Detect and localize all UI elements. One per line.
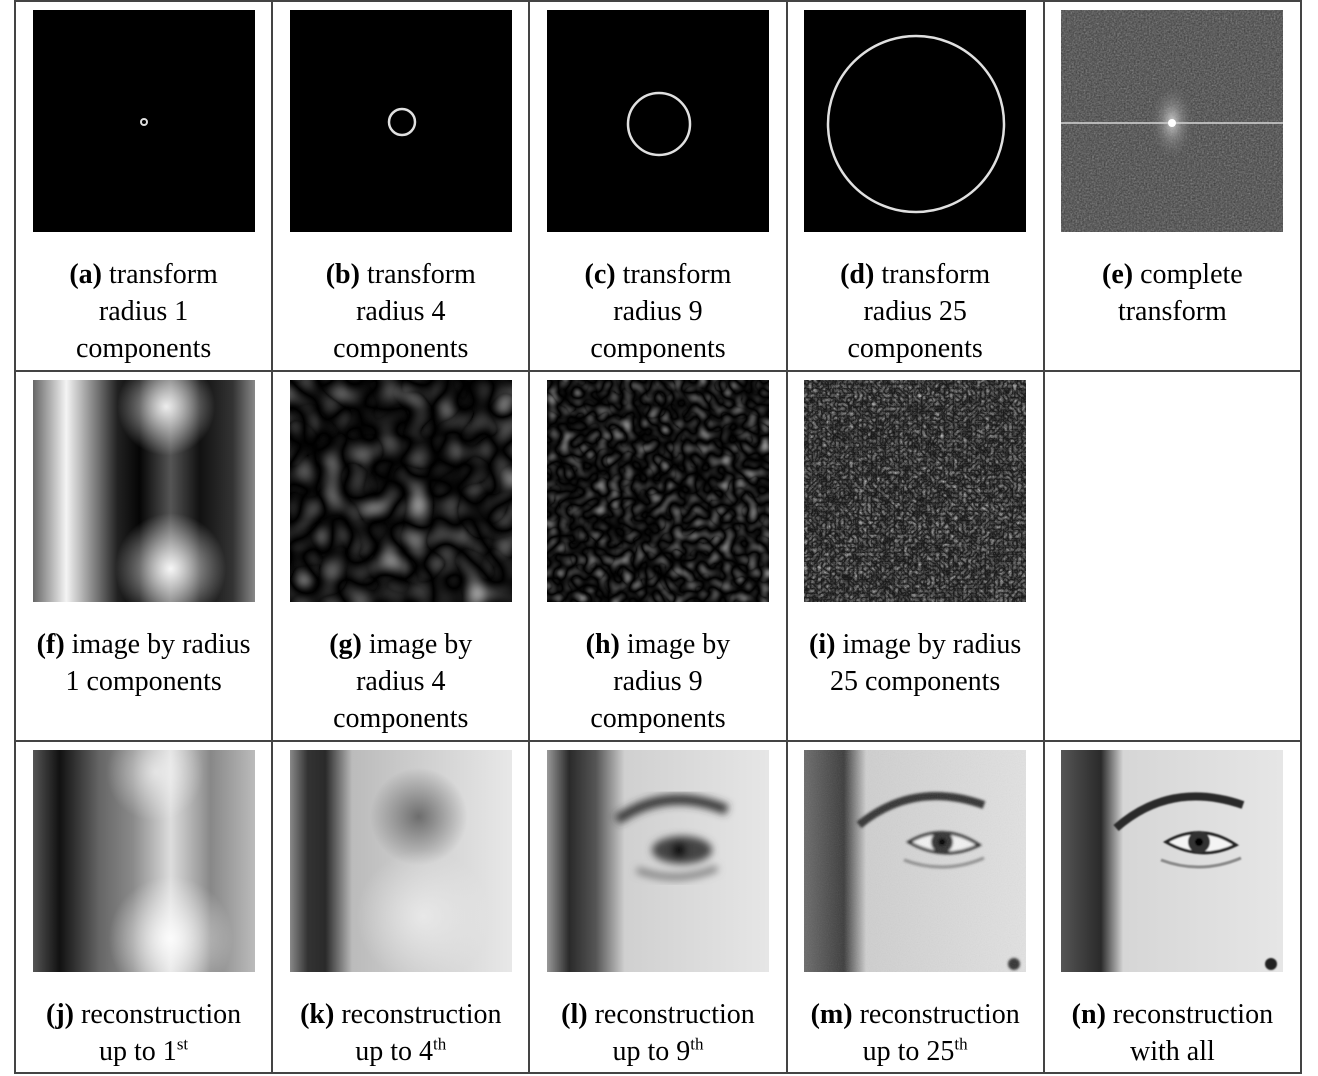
- reconstruction-9-panel: [546, 750, 769, 972]
- cell-m: (m) reconstruction up to 25th: [786, 741, 1045, 1074]
- caption-e: (e) complete transform: [1102, 259, 1243, 327]
- transform-radius-4-panel: [289, 10, 512, 232]
- caption-m: (m) reconstruction up to 25th: [810, 999, 1020, 1067]
- caption-g: (g) image by radius 4 components: [329, 629, 473, 734]
- cell-l: (l) reconstruction up to 9th: [529, 741, 788, 1074]
- image-radius-4-panel: [289, 380, 512, 602]
- reconstruction-1-panel: [32, 750, 255, 972]
- cell-j: (j) reconstruction up to 1st: [13, 741, 274, 1074]
- caption-k: (k) reconstruction up to 4th: [300, 999, 502, 1067]
- cell-i: (i) image by radius 25 components: [786, 371, 1045, 742]
- cell-h: (h) image by radius 9 components: [529, 371, 788, 742]
- image-radius-1-panel: [32, 380, 255, 602]
- reconstruction-all-panel: [1061, 750, 1284, 972]
- complete-transform-panel: [1061, 10, 1284, 232]
- cell-n: (n) reconstruction with all: [1043, 741, 1303, 1074]
- caption-j: (j) reconstruction up to 1st: [46, 999, 242, 1067]
- caption-i: (i) image by radius 25 components: [809, 629, 1022, 697]
- cell-k: (k) reconstruction up to 4th: [272, 741, 531, 1074]
- cell-b: (b) transform radius 4 components: [272, 0, 531, 372]
- caption-c: (c) transform radius 9 components: [584, 259, 732, 364]
- caption-h: (h) image by radius 9 components: [585, 629, 731, 734]
- reconstruction-25-panel: [804, 750, 1027, 972]
- transform-radius-9-panel: [546, 10, 769, 232]
- image-radius-9-panel: [546, 380, 769, 602]
- figure-grid: (a) transform radius 1 components (b) tr…: [13, 0, 1303, 1074]
- transform-radius-1-panel: [32, 10, 255, 232]
- caption-d: (d) transform radius 25 components: [840, 259, 991, 364]
- caption-f: (f) image by radius 1 components: [36, 629, 251, 697]
- cell-a: (a) transform radius 1 components: [13, 0, 274, 372]
- caption-n: (n) reconstruction with all: [1071, 999, 1274, 1067]
- cell-empty: [1043, 371, 1303, 742]
- cell-e: (e) complete transform: [1043, 0, 1303, 372]
- transform-radius-25-panel: [804, 10, 1027, 232]
- caption-a: (a) transform radius 1 components: [69, 259, 218, 364]
- reconstruction-4-panel: [289, 750, 512, 972]
- caption-b: (b) transform radius 4 components: [325, 259, 476, 364]
- cell-f: (f) image by radius 1 components: [13, 371, 274, 742]
- cell-c: (c) transform radius 9 components: [529, 0, 788, 372]
- caption-l: (l) reconstruction up to 9th: [561, 999, 755, 1067]
- image-radius-25-panel: [804, 380, 1027, 602]
- cell-d: (d) transform radius 25 components: [786, 0, 1045, 372]
- cell-g: (g) image by radius 4 components: [272, 371, 531, 742]
